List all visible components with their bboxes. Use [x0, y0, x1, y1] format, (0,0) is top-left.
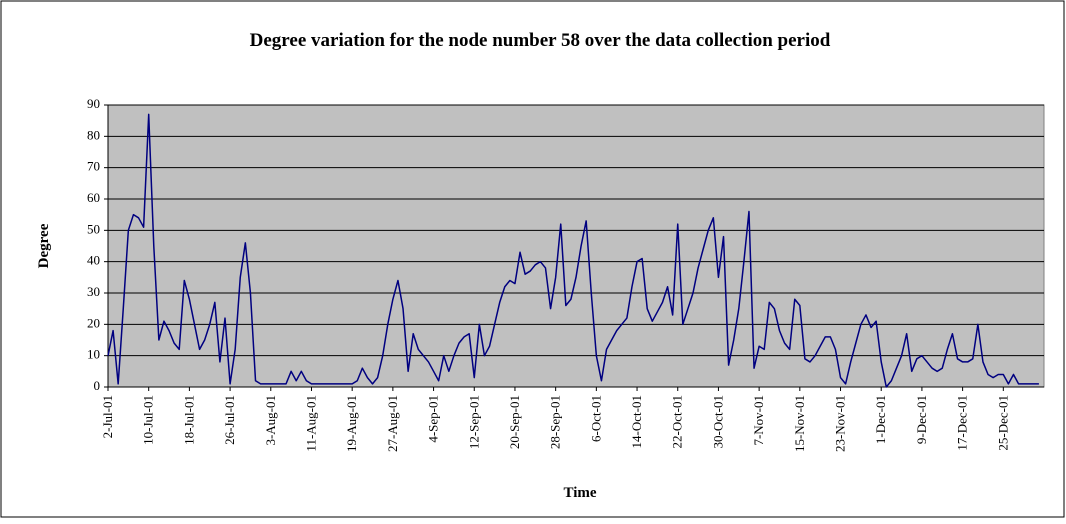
x-tick-label: 15-Nov-01 [792, 395, 807, 452]
y-tick-label: 20 [87, 315, 100, 330]
y-tick-label: 30 [87, 284, 100, 299]
x-tick-label: 25-Dec-01 [995, 395, 1010, 451]
y-axis-label: Degree [36, 223, 52, 268]
y-tick-label: 10 [87, 347, 100, 362]
y-tick-label: 50 [87, 221, 100, 236]
y-tick-label: 70 [87, 159, 100, 174]
x-tick-label: 12-Sep-01 [466, 395, 481, 449]
x-axis-label: Time [563, 485, 596, 501]
x-tick-label: 6-Oct-01 [588, 395, 603, 442]
x-tick-label: 2-Jul-01 [100, 395, 115, 438]
data-line [107, 113, 1039, 388]
y-tick-label: 40 [87, 253, 100, 268]
x-tick-label: 4-Sep-01 [426, 395, 441, 443]
x-tick-label: 14-Oct-01 [629, 395, 644, 448]
x-tick-label: 11-Aug-01 [303, 395, 318, 452]
chart-title: Degree variation for the node number 58 … [250, 30, 831, 51]
x-tick-label: 30-Oct-01 [710, 395, 725, 448]
x-tick-label: 7-Nov-01 [751, 395, 766, 446]
y-tick-label: 80 [87, 127, 100, 142]
x-tick-label: 1-Dec-01 [873, 395, 888, 444]
x-tick-label: 26-Jul-01 [222, 395, 237, 445]
x-tick-label: 27-Aug-01 [385, 395, 400, 452]
x-tick-label: 20-Sep-01 [507, 395, 522, 449]
x-tick-label: 10-Jul-01 [141, 395, 156, 445]
y-tick-label: 0 [94, 378, 101, 393]
x-tick-label: 17-Dec-01 [955, 395, 970, 451]
x-tick-label: 3-Aug-01 [263, 395, 278, 446]
x-tick-label: 9-Dec-01 [914, 395, 929, 444]
x-tick-label: 18-Jul-01 [181, 395, 196, 445]
y-tick-label: 60 [87, 190, 100, 205]
x-tick-label: 23-Nov-01 [833, 395, 848, 452]
x-tick-label: 22-Oct-01 [670, 395, 685, 448]
plot-area [107, 104, 1045, 388]
y-tick-label: 90 [87, 96, 100, 111]
x-tick-label: 28-Sep-01 [548, 395, 563, 449]
x-tick-label: 19-Aug-01 [344, 395, 359, 452]
